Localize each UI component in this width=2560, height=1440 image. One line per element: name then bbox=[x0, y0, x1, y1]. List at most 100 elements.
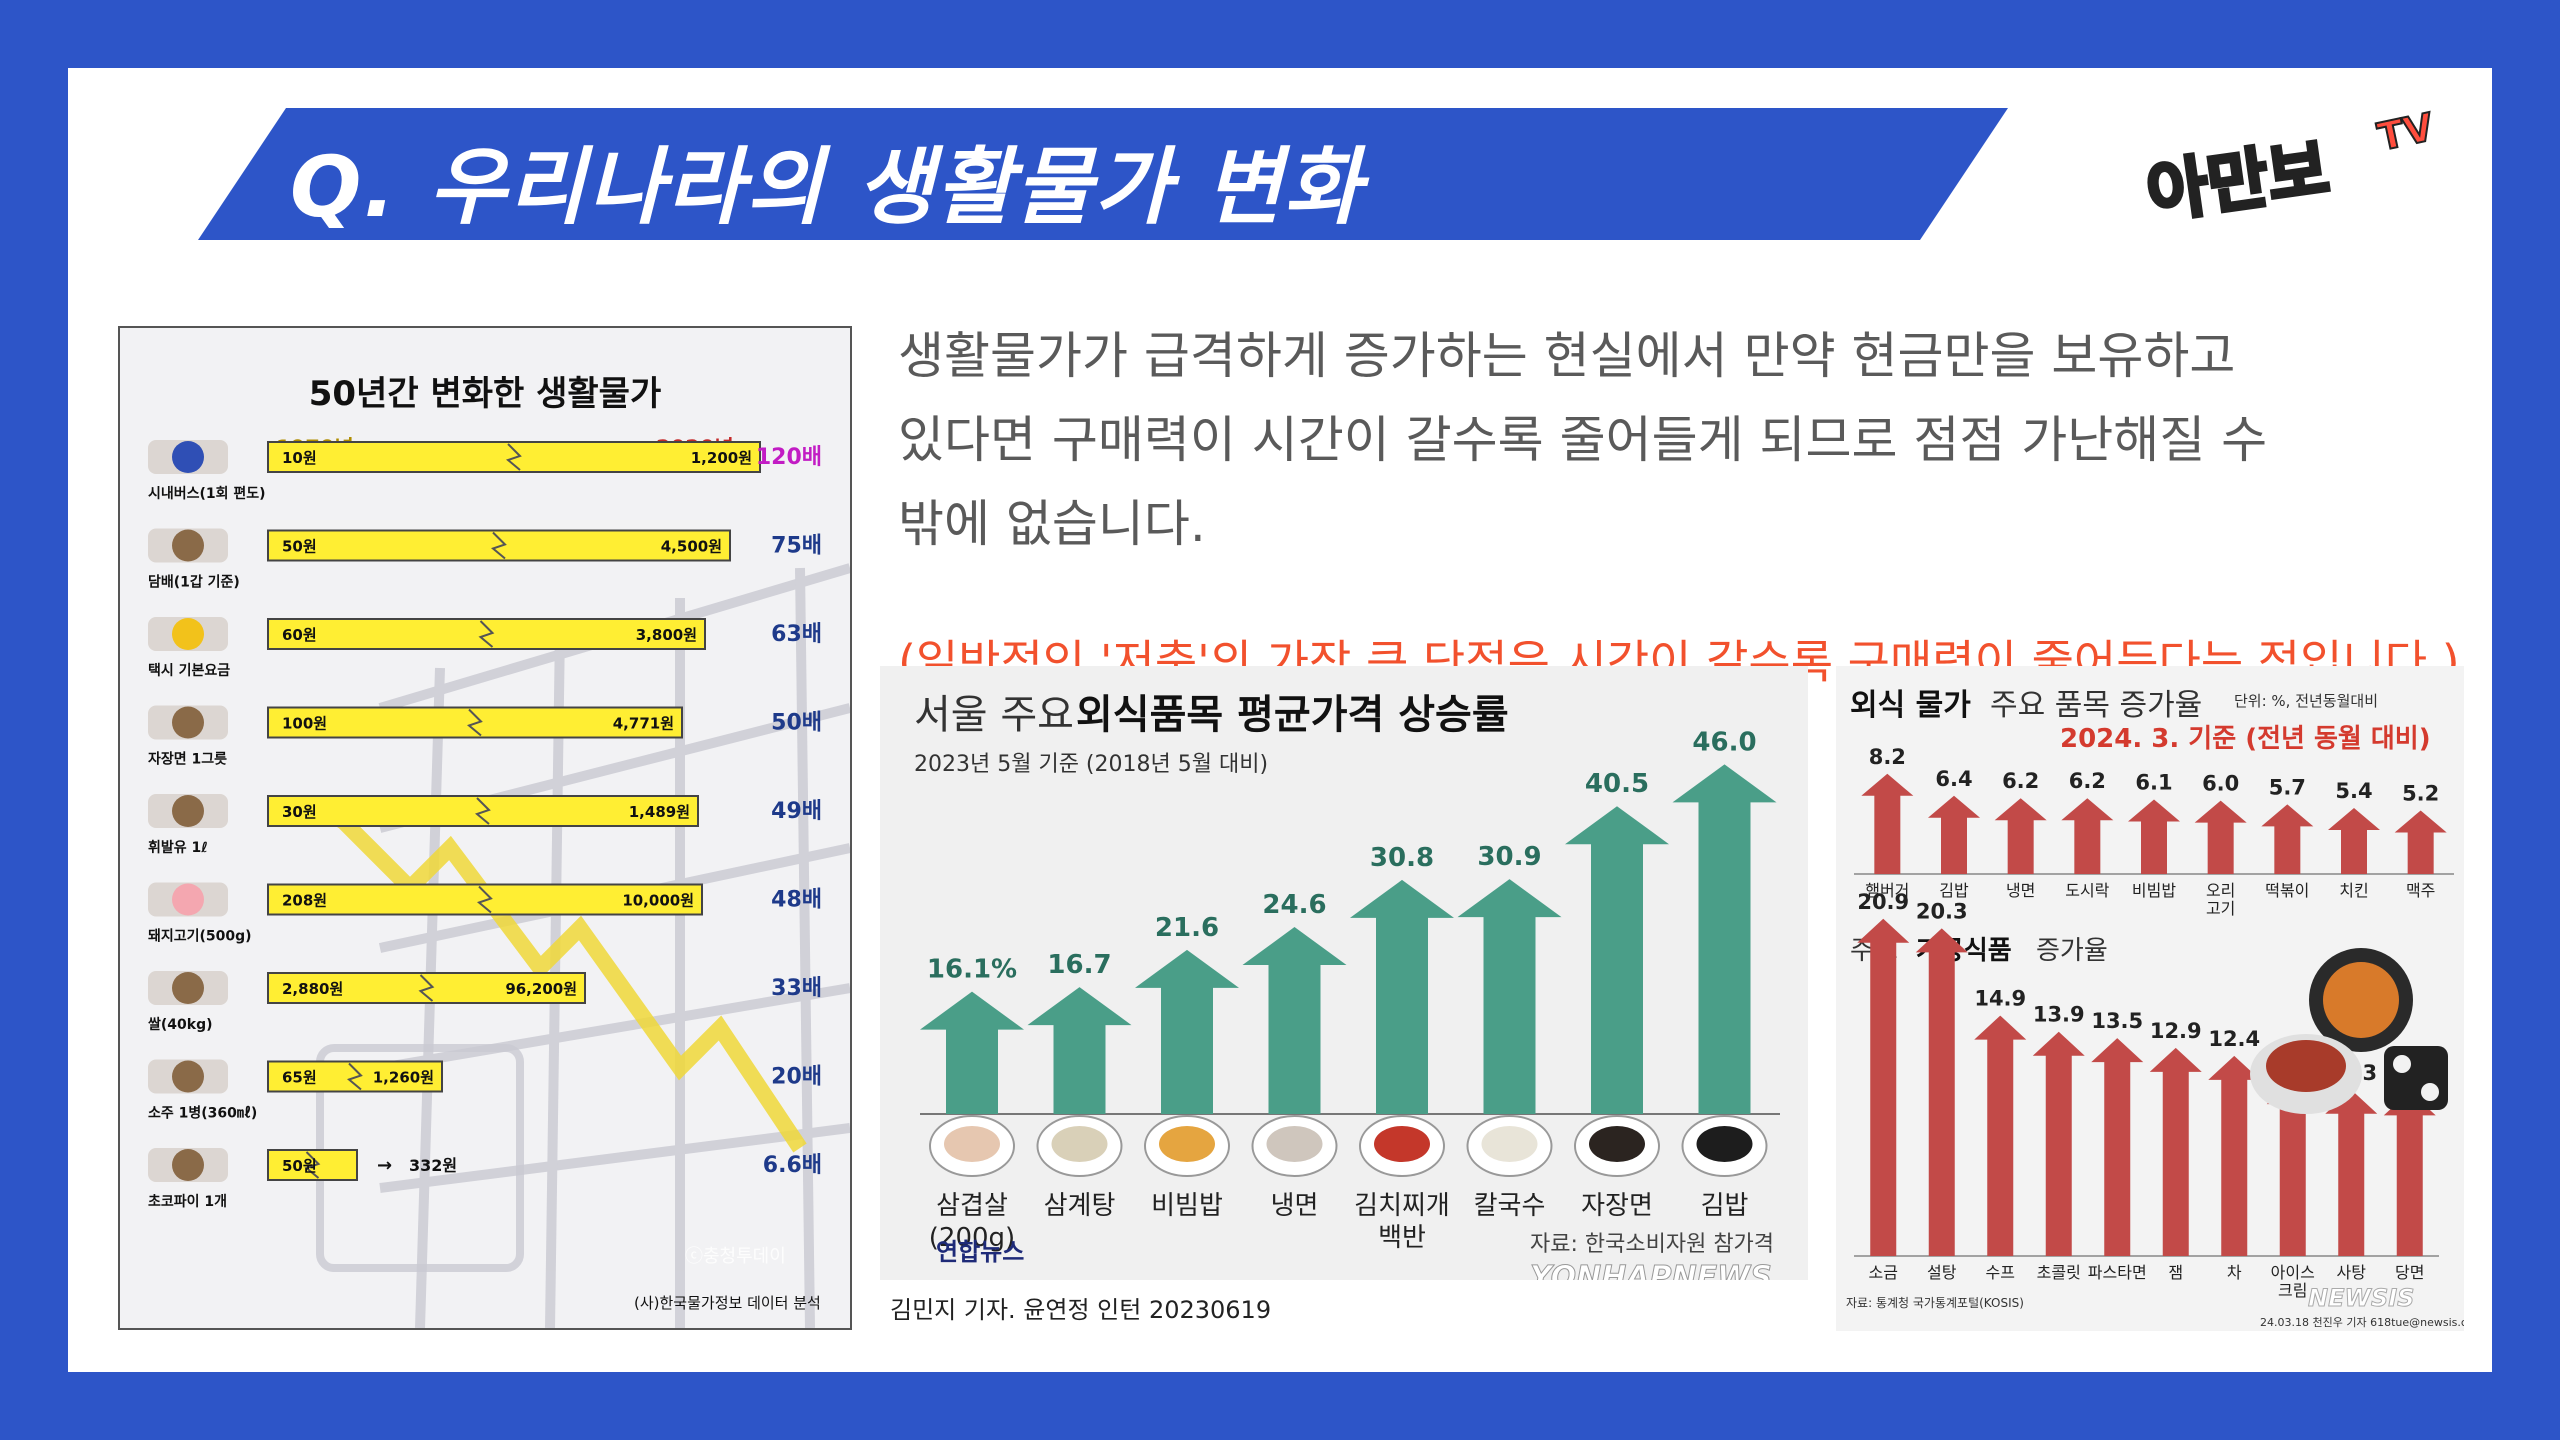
p1-end-price: 1,260원 bbox=[373, 1069, 434, 1087]
p1-item-label: 돼지고기(500g) bbox=[148, 929, 252, 945]
body-line: 생활물가가 급격하게 증가하는 현실에서 만약 현금만을 보유하고 bbox=[898, 327, 2236, 385]
p1-start-price: 30원 bbox=[282, 803, 317, 821]
p1-break-mark bbox=[490, 531, 507, 560]
p3-dining-bar bbox=[2194, 800, 2247, 874]
p3-dining-bar bbox=[2261, 804, 2314, 874]
p1-row-bus: 시내버스(1회 편도) 10원 1,200원 120배 bbox=[148, 440, 822, 502]
p2-bar bbox=[1672, 764, 1777, 1114]
p2-value-label: 30.9 bbox=[1477, 842, 1541, 872]
dish-icon bbox=[929, 1115, 1015, 1177]
gimbap-icon bbox=[2384, 1046, 2448, 1110]
soju-bottle-icon bbox=[148, 1059, 228, 1094]
p1-row-soju-bottle: 소주 1병(360㎖) 65원 1,260원 20배 bbox=[148, 1059, 822, 1122]
p2-bar bbox=[1135, 949, 1239, 1114]
p1-title: 50년간 변화한 생활물가 bbox=[308, 374, 662, 414]
p1-ratio: 50배 bbox=[771, 711, 822, 736]
p2-category-label: 냉면 bbox=[1271, 1191, 1319, 1221]
cigarette-icon bbox=[148, 528, 228, 563]
p3-processed-category-label: 사탕 bbox=[2337, 1263, 2367, 1282]
p3-processed-value-label: 12.9 bbox=[2150, 1019, 2202, 1043]
p1-start-price: 50원 bbox=[282, 538, 317, 556]
p1-item-label: 택시 기본요금 bbox=[148, 662, 230, 679]
taxi-icon bbox=[148, 617, 228, 651]
p2-category-label: 김밥 bbox=[1701, 1191, 1749, 1221]
p2-bar bbox=[1242, 927, 1347, 1114]
p1-end-price: 96,200원 bbox=[505, 980, 577, 998]
p2-category-label: 자장면 bbox=[1581, 1191, 1653, 1221]
p1-start-price: 60원 bbox=[282, 626, 317, 644]
p1-start-price: 2,880원 bbox=[282, 980, 343, 998]
p2-value-label: 40.5 bbox=[1585, 769, 1649, 799]
p1-ratio: 49배 bbox=[771, 799, 822, 824]
p2-value-label: 30.8 bbox=[1370, 843, 1434, 873]
p2-bar bbox=[1565, 806, 1669, 1114]
p3-dining-value-label: 5.7 bbox=[2269, 775, 2306, 799]
p1-break-mark bbox=[505, 443, 522, 471]
p1-start-price: 65원 bbox=[282, 1069, 317, 1087]
p1-break-mark bbox=[474, 797, 491, 825]
inflation-rate-chart: 외식 물가 주요 품목 증가율 단위: %, 전년동월대비 2024. 3. 기… bbox=[1836, 666, 2464, 1331]
p3-dining-category-label: 오리 bbox=[2206, 881, 2235, 900]
p3-dining-category-label: 김밥 bbox=[1939, 881, 1969, 900]
p2-brand: 연합뉴스 bbox=[936, 1238, 1025, 1266]
p1-ratio: 33배 bbox=[771, 976, 822, 1001]
p1-watermark: ⓒ충청투데이 bbox=[685, 1246, 786, 1267]
p3-processed-value-label: 12.4 bbox=[2208, 1027, 2260, 1051]
p3-dining-category-label: 비빔밥 bbox=[2132, 881, 2176, 900]
p3-processed-category-label: 잼 bbox=[2168, 1263, 2183, 1282]
p3-processed-bar bbox=[2149, 1047, 2202, 1256]
p1-row-rice-bag: 쌀(40kg) 2,880원 96,200원 33배 bbox=[148, 971, 822, 1033]
food-photo-icon bbox=[2250, 948, 2413, 1114]
p3-dining-value-label: 8.2 bbox=[1869, 745, 1906, 769]
p3-credit: 24.03.18 천진우 기자 618tue@newsis.com bbox=[2260, 1316, 2464, 1329]
p2-bar bbox=[1457, 879, 1562, 1114]
p1-item-label: 쌀(40kg) bbox=[148, 1016, 213, 1033]
p3-processed-bar bbox=[1915, 928, 1968, 1256]
p3-processed-bar bbox=[2208, 1055, 2261, 1256]
p1-end-price: 1,200원 bbox=[691, 449, 752, 467]
p1-row-noodle-bowl: 자장면 1그릇 100원 4,771원 50배 bbox=[148, 705, 822, 768]
title-banner bbox=[198, 108, 2008, 240]
dish-icon bbox=[1466, 1115, 1553, 1177]
p3-title-bold: 외식 물가 bbox=[1850, 688, 1971, 723]
p3-date-note: 2024. 3. 기준 (전년 동월 대비) bbox=[2060, 724, 2431, 754]
p1-end-price: 4,771원 bbox=[613, 715, 674, 733]
p3-dining-category-label: 치킨 bbox=[2339, 881, 2368, 900]
p2-value-label: 21.6 bbox=[1155, 913, 1219, 943]
p3-dining-value-label: 5.4 bbox=[2335, 779, 2372, 803]
dish-icon bbox=[1574, 1115, 1660, 1177]
p3-brand: NEWSIS bbox=[2307, 1284, 2415, 1313]
p1-ratio: 20배 bbox=[771, 1065, 822, 1090]
p1-item-label: 담배(1갑 기준) bbox=[148, 574, 240, 591]
p2-category-label: 삼겹살 bbox=[936, 1191, 1008, 1221]
p3-processed-value-label: 20.9 bbox=[1857, 890, 1909, 914]
p3-processed-category-label: 크림 bbox=[2278, 1281, 2307, 1300]
bus-icon bbox=[148, 440, 228, 474]
body-line: 밖에 없습니다. bbox=[898, 495, 1206, 553]
p3-processed-category-label: 아이스 bbox=[2271, 1263, 2315, 1282]
p1-item-label: 소주 1병(360㎖) bbox=[148, 1105, 257, 1122]
p1-end-price: 1,489원 bbox=[629, 803, 690, 821]
gas-pump-icon bbox=[148, 794, 228, 828]
p3-processed-bar bbox=[2325, 1089, 2378, 1256]
p3-dining-category-label: 도시락 bbox=[2065, 881, 2109, 900]
p2-category-label: 비빔밥 bbox=[1151, 1191, 1223, 1221]
p2-bar bbox=[1027, 987, 1132, 1114]
dish-icon bbox=[1251, 1115, 1338, 1177]
p1-row-gas-pump: 휘발유 1ℓ 30원 1,489원 49배 bbox=[148, 794, 822, 856]
p1-row-cigarette: 담배(1갑 기준) 50원 4,500원 75배 bbox=[148, 528, 822, 591]
p3-processed-bar bbox=[2383, 1091, 2436, 1256]
p1-ratio: 63배 bbox=[771, 622, 822, 647]
p2-value-label: 16.7 bbox=[1047, 950, 1111, 980]
p1-start-price: 10원 bbox=[282, 449, 317, 467]
p3-sub-title-light-2: 증가율 bbox=[2036, 936, 2108, 966]
p2-category-label: 김치찌개 bbox=[1354, 1191, 1450, 1221]
dish-icon bbox=[1681, 1115, 1768, 1177]
body-paragraph: 생활물가가 급격하게 증가하는 현실에서 만약 현금만을 보유하고 있다면 구매… bbox=[898, 314, 2518, 566]
p3-title-light: 주요 품목 증가율 bbox=[1990, 688, 2203, 723]
p3-processed-value-label: 20.3 bbox=[1916, 899, 1968, 923]
p1-ratio: 75배 bbox=[771, 534, 822, 559]
logo-main-text: 아만보 bbox=[2140, 129, 2335, 235]
p2-category-label: 삼계탕 bbox=[1044, 1191, 1116, 1221]
p1-row-taxi: 택시 기본요금 60원 3,800원 63배 bbox=[148, 617, 822, 679]
